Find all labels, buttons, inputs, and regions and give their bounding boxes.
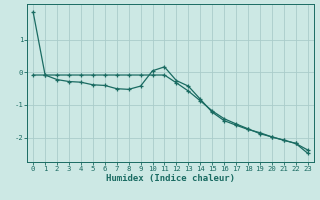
- X-axis label: Humidex (Indice chaleur): Humidex (Indice chaleur): [106, 174, 235, 183]
